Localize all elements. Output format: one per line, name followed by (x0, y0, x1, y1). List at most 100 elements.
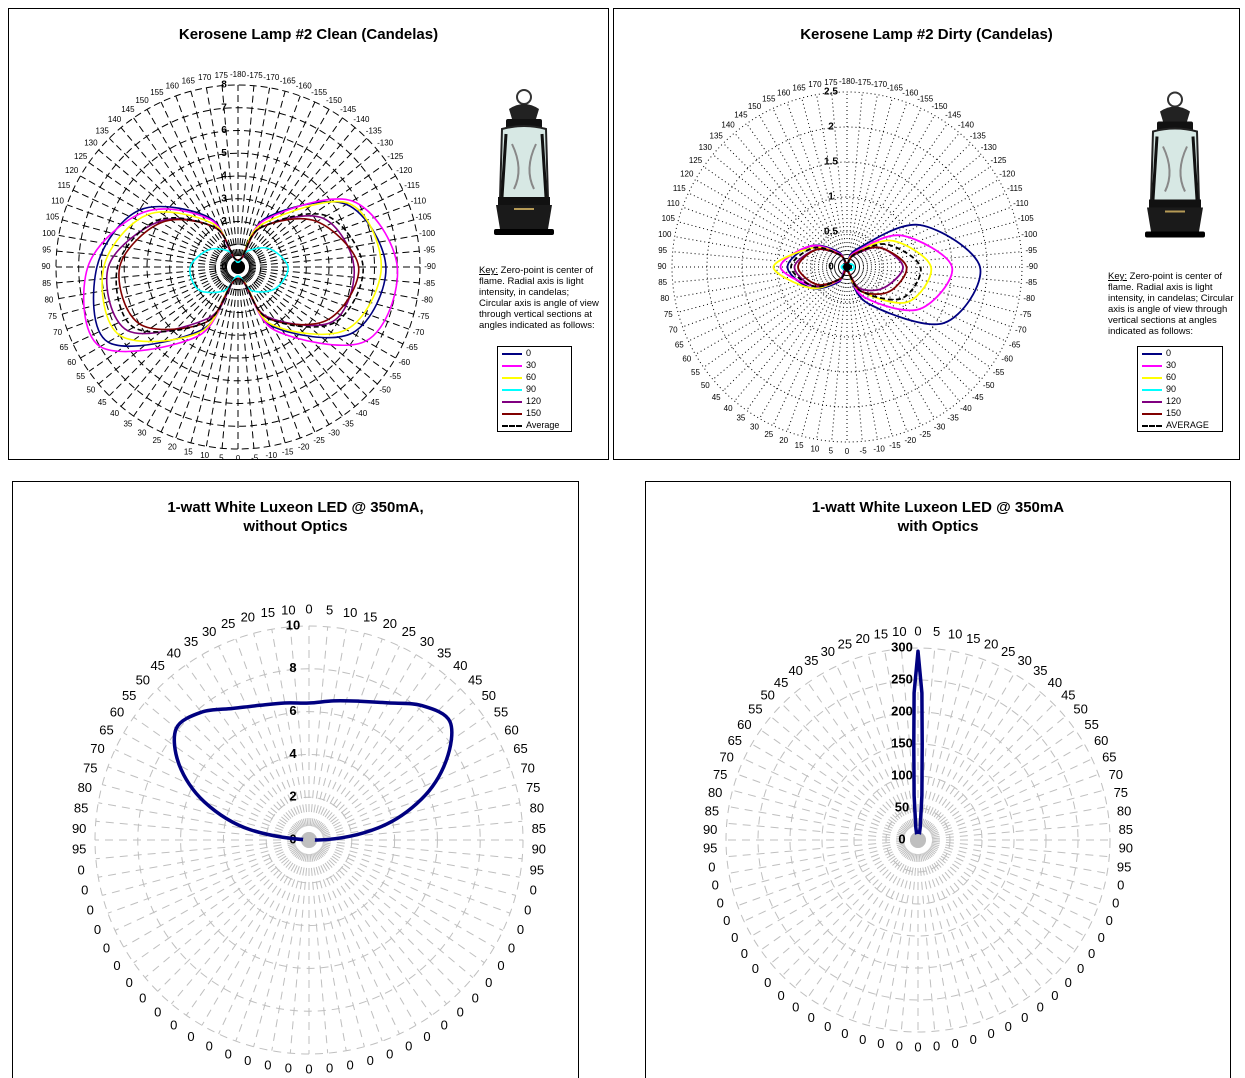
center-hub (234, 263, 242, 271)
grid-spoke (175, 95, 239, 268)
angle-label: 105 (662, 214, 676, 223)
angle-label: 55 (76, 372, 85, 381)
angle-label: -175 (247, 71, 264, 80)
grid-spoke (237, 149, 378, 268)
grid-spoke (237, 266, 316, 433)
angle-label: 150 (135, 96, 149, 105)
grid-spoke (917, 839, 1093, 922)
polar-chart-clean: -180 -175 -170 -165-160-155-150-145-140-135… (42, 70, 437, 460)
angle-label: -15 (889, 441, 901, 450)
angle-label: 25 (402, 624, 416, 639)
angle-label: 60 (110, 705, 124, 720)
radial-tick-label: 4 (221, 171, 227, 182)
grid-spoke (237, 91, 286, 268)
legend-label: 60 (526, 372, 537, 382)
grid-spoke (133, 839, 310, 964)
angle-label: 30 (1017, 653, 1031, 668)
angle-label: 0 (94, 922, 101, 937)
angle-label: 5 (933, 624, 940, 639)
angle-label: 100 (42, 229, 56, 238)
angle-label: 0 (170, 1018, 177, 1033)
grid-spoke (917, 839, 969, 1026)
grid-spoke (88, 162, 239, 268)
legend-item: 30 (1138, 359, 1222, 371)
grid-spoke (917, 665, 1000, 841)
angle-label: 110 (667, 199, 680, 208)
grid-spoke (732, 789, 919, 841)
grid-spoke (917, 839, 1104, 891)
angle-label: 50 (482, 688, 496, 703)
grid-spoke (794, 839, 919, 988)
grid-spoke (688, 266, 848, 342)
angle-label: 60 (682, 355, 691, 364)
angle-label: -155 (917, 94, 934, 103)
angle-label: -165 (887, 83, 904, 92)
grid-spoke (917, 682, 1029, 841)
angle-label: 0 (236, 454, 241, 460)
key-text: Zero-point is center of flame. Radial ax… (1108, 271, 1234, 337)
legend-label: 150 (526, 408, 542, 418)
angle-label: 40 (110, 409, 119, 418)
angle-label: 0 (824, 1019, 831, 1034)
grid-spoke (107, 766, 310, 841)
grid-spoke (743, 758, 919, 841)
grid-spoke (917, 839, 985, 1021)
angle-label: -115 (1007, 184, 1023, 193)
series-line-90 (189, 246, 289, 294)
angle-label: 0 (1088, 946, 1095, 961)
grid-spoke (66, 204, 239, 268)
angle-label: 0 (386, 1047, 393, 1062)
grid-spoke (62, 219, 239, 268)
angle-label: 0 (1106, 913, 1113, 928)
angle-label: 0 (752, 961, 759, 976)
angle-label: 80 (530, 801, 544, 816)
angle-label: 0 (264, 1058, 271, 1073)
grid-spoke (846, 206, 1012, 268)
legend: 0 30 60 90 120 150 AVERAGE (1137, 346, 1223, 432)
grid-spoke (917, 839, 1000, 1015)
grid-spoke (917, 839, 952, 1030)
angle-label: -45 (368, 398, 380, 407)
legend-swatch (1142, 377, 1162, 379)
grid-spoke (107, 839, 310, 914)
grid-spoke (751, 743, 919, 841)
grid-spoke (237, 204, 410, 268)
grid-spoke (728, 806, 919, 841)
key-note: Key: Zero-point is center of flame. Radi… (1108, 271, 1234, 337)
angle-label: 85 (42, 279, 51, 288)
radial-tick-label: 6 (221, 125, 227, 136)
grid-spoke (821, 673, 919, 841)
grid-spoke (237, 266, 286, 443)
grid-spoke (308, 626, 329, 841)
angle-label: -40 (356, 409, 368, 418)
angle-label: 0 (1037, 1000, 1044, 1015)
angle-label: 100 (658, 230, 672, 239)
angle-label: 120 (680, 170, 694, 179)
angle-label: 150 (748, 102, 762, 111)
angle-label: 0 (285, 1061, 292, 1076)
grid-spoke (98, 802, 310, 841)
angle-label: 130 (84, 139, 98, 148)
angle-label: 10 (892, 624, 906, 639)
grid-spoke (237, 95, 301, 268)
legend-swatch (502, 425, 522, 427)
angle-label: 0 (914, 1039, 921, 1054)
radial-tick-label: 8 (221, 80, 227, 91)
angle-label: 0 (859, 1032, 866, 1047)
grid-spoke (160, 101, 239, 268)
angle-label: 0 (764, 975, 771, 990)
grid-spoke (185, 664, 310, 841)
grid-spoke (308, 839, 400, 1035)
grid-spoke (120, 266, 239, 407)
grid-spoke (867, 839, 919, 1026)
angle-label: 25 (838, 637, 852, 652)
grid-spoke (237, 250, 420, 268)
radial-tick-label: 3 (221, 193, 227, 204)
grid-spoke (289, 626, 310, 841)
grid-spoke (157, 688, 310, 841)
grid-spoke (770, 716, 919, 841)
angle-label: -110 (1013, 199, 1029, 208)
angle-label: 65 (1102, 750, 1116, 765)
radial-tick-label: 1.5 (824, 157, 838, 168)
angle-label: 50 (136, 673, 150, 688)
